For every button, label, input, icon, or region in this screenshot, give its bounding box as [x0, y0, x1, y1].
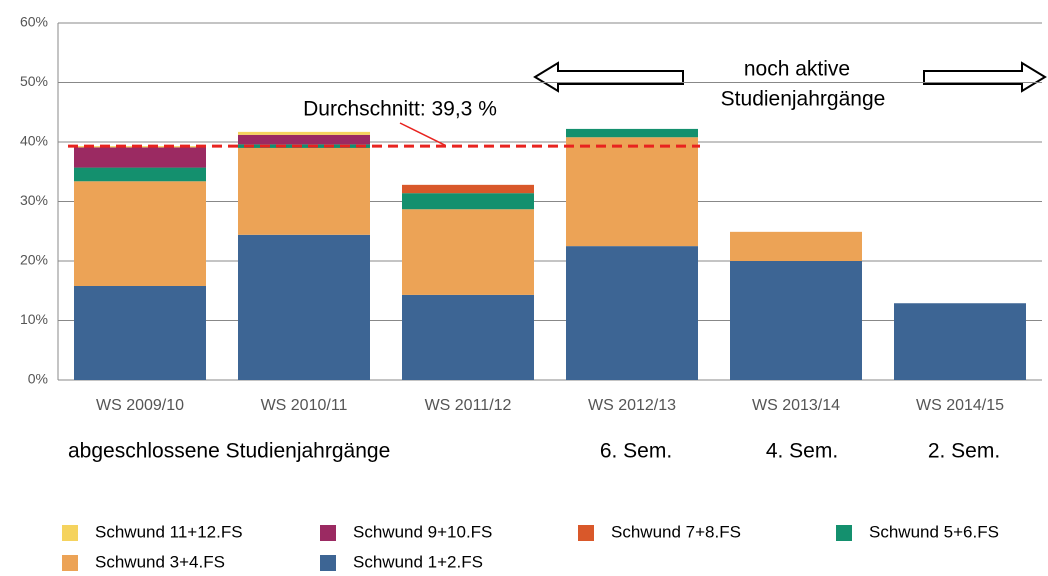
y-tick-label: 0% — [28, 371, 48, 387]
legend-swatch — [320, 525, 336, 541]
x-tick-label: WS 2012/13 — [588, 397, 676, 414]
legend-label: Schwund 7+8.FS — [611, 522, 741, 541]
average-pointer — [399, 122, 446, 146]
bar-segment — [74, 181, 206, 286]
y-tick-label: 10% — [20, 311, 48, 327]
bar-segment — [566, 128, 698, 138]
y-tick-label: 20% — [20, 252, 48, 268]
bar-segment — [730, 231, 862, 261]
arrow-left — [533, 61, 684, 93]
legend-label: Schwund 9+10.FS — [353, 522, 492, 541]
arrow-right — [923, 61, 1047, 93]
legend-swatch — [62, 555, 78, 571]
arrows — [533, 61, 1047, 93]
x-tick-label: WS 2014/15 — [916, 397, 1004, 414]
bar-segment — [238, 147, 370, 235]
y-tick-label: 60% — [20, 14, 48, 30]
bar-segment — [730, 261, 862, 380]
y-tick-label: 40% — [20, 133, 48, 149]
bar-segment — [74, 167, 206, 182]
bar-segment — [74, 285, 206, 380]
legend-label: Schwund 5+6.FS — [869, 522, 999, 541]
bar-segment — [402, 184, 534, 194]
active-note: Studienjahrgänge — [721, 88, 886, 111]
bar-segment — [238, 234, 370, 380]
legend-swatch — [836, 525, 852, 541]
x-tick-label: WS 2013/14 — [752, 397, 840, 414]
bar-segment — [238, 131, 370, 135]
group-label: 4. Sem. — [766, 440, 838, 463]
bar-segment — [74, 147, 206, 168]
legend-swatch — [62, 525, 78, 541]
bar-segment — [238, 144, 370, 148]
legend-swatch — [320, 555, 336, 571]
active-note: noch aktive — [744, 58, 850, 81]
bar-segment — [566, 246, 698, 380]
y-tick-label: 50% — [20, 73, 48, 89]
x-tick-label: WS 2009/10 — [96, 397, 184, 414]
bar-segment — [894, 303, 1026, 380]
bar-segment — [402, 209, 534, 295]
average-label: Durchschnitt: 39,3 % — [303, 98, 497, 121]
x-tick-label: WS 2011/12 — [425, 397, 512, 414]
legend-label: Schwund 1+2.FS — [353, 552, 483, 571]
group-label: 6. Sem. — [600, 440, 672, 463]
legend-label: Schwund 11+12.FS — [95, 522, 243, 541]
bar-segment — [566, 137, 698, 247]
group-label: 2. Sem. — [928, 440, 1000, 463]
y-tick-label: 30% — [20, 192, 48, 208]
legend-swatch — [578, 525, 594, 541]
bar-segment — [402, 193, 534, 210]
x-tick-label: WS 2010/11 — [261, 397, 348, 414]
group-label: abgeschlossene Studienjahrgänge — [68, 440, 390, 463]
bar-segment — [402, 294, 534, 380]
bar-segment — [238, 134, 370, 145]
legend-label: Schwund 3+4.FS — [95, 552, 225, 571]
